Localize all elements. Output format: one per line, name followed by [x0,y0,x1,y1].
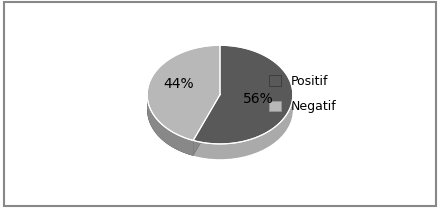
Text: 44%: 44% [163,77,194,91]
Polygon shape [193,45,293,144]
Polygon shape [147,95,220,110]
Text: 56%: 56% [243,92,273,106]
Ellipse shape [147,61,293,159]
Polygon shape [147,95,193,156]
Polygon shape [193,95,220,156]
Legend: Positif, Negatif: Positif, Negatif [268,75,337,113]
Polygon shape [147,45,220,140]
Polygon shape [147,95,193,156]
Polygon shape [147,95,220,110]
Polygon shape [193,95,220,156]
